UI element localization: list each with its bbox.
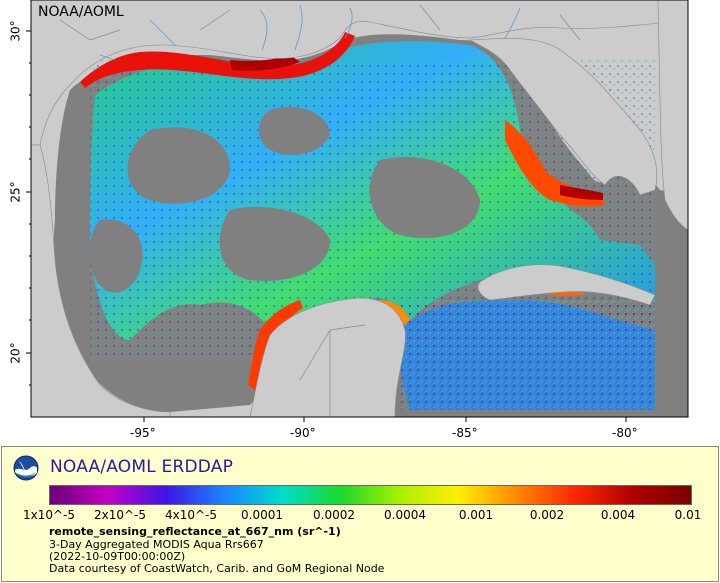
rivers: [99, 4, 521, 61]
colorbar-label: 2x10^-5: [93, 508, 147, 522]
map-image: [26, 0, 689, 422]
colorbar: [49, 485, 692, 505]
lon-label-85: -85°: [452, 426, 478, 440]
time-range: (2022-10-09T00:00:00Z): [49, 550, 186, 563]
lat-label-30: 30°: [8, 20, 23, 42]
lon-label-95: -95°: [130, 426, 156, 440]
land-bahamas-east: [657, 0, 689, 231]
coastal-high-north-hot: [230, 55, 300, 71]
map-frame: NOAA/AOML 30° 25° 20° -95° -90° -85° -80…: [8, 0, 689, 440]
map-border: [30, 0, 689, 418]
map-watermark: NOAA/AOML: [38, 4, 124, 20]
coastal-high-north: [80, 32, 355, 88]
colorbar-label: 0.01: [674, 508, 702, 522]
org-title: NOAA/AOML ERDDAP: [50, 457, 234, 477]
land-north: [30, 0, 689, 146]
colorbar-label: 0.0004: [384, 508, 426, 522]
legend-panel: NOAA/AOML ERDDAP 1x10^-5 2x10^-5 4x10^-5…: [1, 446, 719, 582]
cloud-gap: [127, 127, 230, 204]
dataset-title: 3-Day Aggregated MODIS Aqua Rrs667: [49, 538, 264, 551]
land-florida: [468, 38, 658, 196]
lon-ticks: [143, 417, 627, 422]
colorbar-label: 0.004: [600, 508, 636, 522]
coastal-high-west-florida-hot: [560, 185, 603, 200]
lon-label-90: -90°: [290, 426, 316, 440]
cloud-gap: [258, 106, 330, 155]
lat-minor-ticks: [29, 62, 31, 386]
cloud-gap: [219, 206, 330, 281]
cloud-gap: [369, 156, 480, 239]
data-credit: Data courtesy of CoastWatch, Carib. and …: [49, 562, 385, 575]
colorbar-label: 0.002: [529, 508, 565, 522]
lat-ticks: [26, 30, 31, 354]
variable-name: remote_sensing_reflectance_at_667_nm (sr…: [49, 525, 341, 538]
colorbar-label: 0.0001: [241, 508, 283, 522]
land-mexico-west: [30, 144, 171, 418]
colorbar-label: 0.001: [458, 508, 494, 522]
lon-label-80: -80°: [612, 426, 638, 440]
colorbar-label: 4x10^-5: [164, 508, 218, 522]
colorbar-label: 1x10^-5: [22, 508, 76, 522]
colorbar-label: 0.0002: [313, 508, 355, 522]
lat-label-25: 25°: [8, 181, 23, 203]
land-cuba: [477, 264, 656, 306]
border-lines: [59, 4, 581, 417]
land-yucatan: [249, 297, 406, 418]
noaa-logo-icon: [13, 455, 39, 481]
cloud-gap: [90, 219, 143, 293]
lat-label-20: 20°: [8, 342, 23, 364]
